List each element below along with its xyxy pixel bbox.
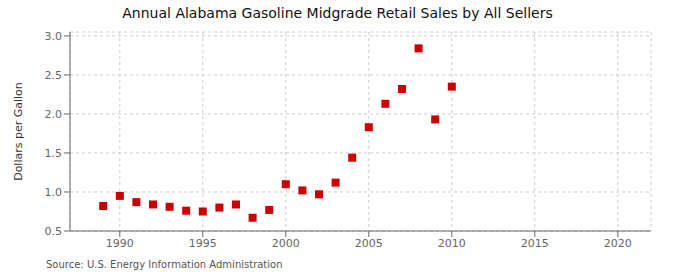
svg-text:2010: 2010 — [438, 237, 466, 250]
svg-text:1990: 1990 — [106, 237, 134, 250]
svg-text:1.5: 1.5 — [45, 147, 63, 160]
svg-text:2000: 2000 — [272, 237, 300, 250]
svg-text:2.5: 2.5 — [45, 69, 63, 82]
svg-text:Dollars per Gallon: Dollars per Gallon — [12, 82, 25, 181]
svg-text:3.0: 3.0 — [45, 30, 63, 43]
svg-text:0.5: 0.5 — [45, 225, 63, 238]
html-text:Annual Alabama Gasoline Midgra: Annual Alabama Gasoline Midgrade Retail … — [122, 5, 553, 21]
svg-text:2020: 2020 — [604, 237, 632, 250]
svg-text:2015: 2015 — [521, 237, 549, 250]
html-text:Source: U.S. Energy Informatio: Source: U.S. Energy Information Administ… — [46, 259, 283, 270]
svg-text:2.0: 2.0 — [45, 108, 63, 121]
svg-text:1.0: 1.0 — [45, 186, 63, 199]
svg-text:2005: 2005 — [355, 237, 383, 250]
svg-text:1995: 1995 — [189, 237, 217, 250]
